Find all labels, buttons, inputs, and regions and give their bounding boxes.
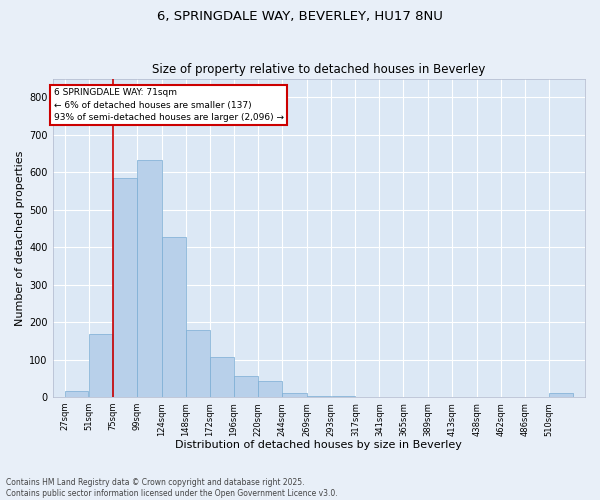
Bar xyxy=(65,392,88,397)
Bar xyxy=(162,237,185,397)
Bar xyxy=(283,394,307,397)
Bar xyxy=(186,330,210,397)
Bar xyxy=(89,334,112,397)
Text: 6, SPRINGDALE WAY, BEVERLEY, HU17 8NU: 6, SPRINGDALE WAY, BEVERLEY, HU17 8NU xyxy=(157,10,443,23)
Bar xyxy=(113,178,137,397)
Bar xyxy=(210,357,234,397)
Text: 6 SPRINGDALE WAY: 71sqm
← 6% of detached houses are smaller (137)
93% of semi-de: 6 SPRINGDALE WAY: 71sqm ← 6% of detached… xyxy=(53,88,284,122)
X-axis label: Distribution of detached houses by size in Beverley: Distribution of detached houses by size … xyxy=(175,440,462,450)
Bar xyxy=(234,376,258,397)
Bar xyxy=(332,396,355,397)
Text: Contains HM Land Registry data © Crown copyright and database right 2025.
Contai: Contains HM Land Registry data © Crown c… xyxy=(6,478,338,498)
Bar xyxy=(307,396,331,397)
Y-axis label: Number of detached properties: Number of detached properties xyxy=(15,150,25,326)
Bar xyxy=(137,160,161,397)
Bar xyxy=(549,394,573,397)
Bar xyxy=(259,382,282,397)
Title: Size of property relative to detached houses in Beverley: Size of property relative to detached ho… xyxy=(152,63,485,76)
